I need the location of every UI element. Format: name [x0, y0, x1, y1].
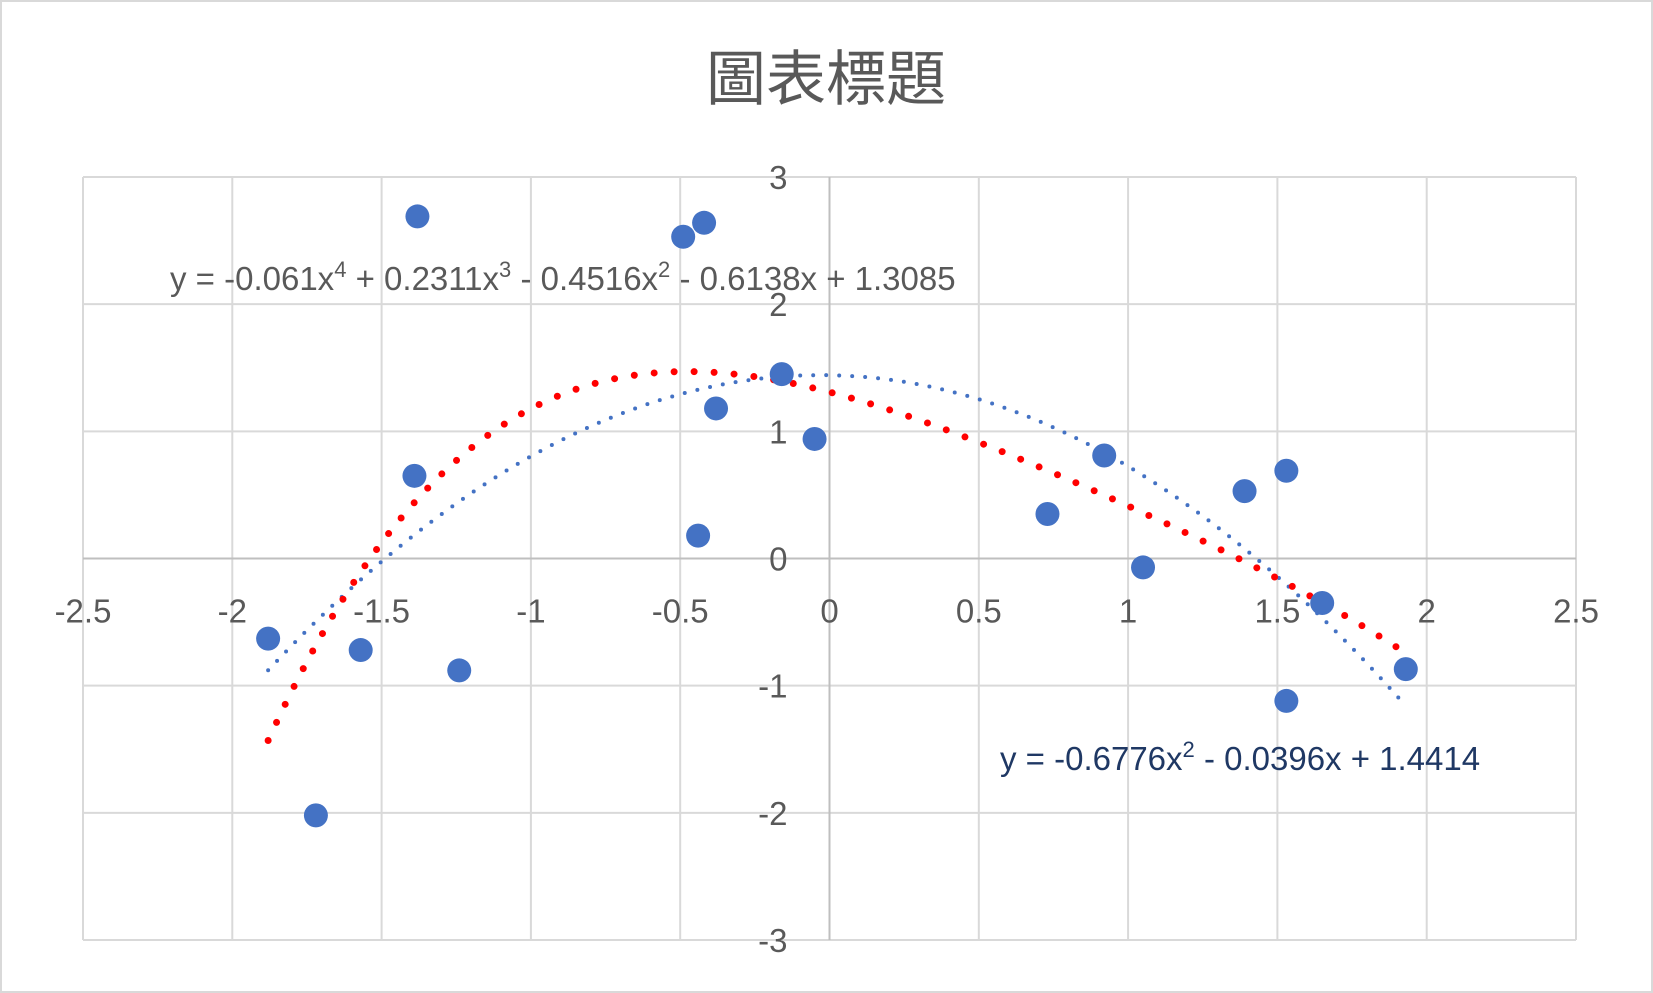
data-point [704, 396, 729, 421]
equation-poly4-lhs: y = [170, 260, 224, 297]
x-tick-label: -1 [516, 593, 545, 630]
data-point [769, 362, 794, 387]
data-point [1035, 501, 1060, 526]
data-point [1092, 443, 1117, 468]
data-point [1310, 591, 1335, 616]
equation-poly2-exp1: 2 [1183, 737, 1195, 762]
equation-poly4-exp3: 2 [658, 257, 670, 282]
data-point [1393, 657, 1418, 682]
equation-poly2-term2: - 0.0396x + 1.4414 [1195, 740, 1480, 777]
data-point [1232, 479, 1257, 504]
data-point [405, 204, 430, 229]
data-point [1131, 555, 1156, 580]
x-tick-label: -1.5 [353, 593, 410, 630]
data-point [1274, 688, 1299, 713]
x-tick-label: 2 [1418, 593, 1436, 630]
y-tick-label: 0 [769, 541, 787, 578]
equation-poly2: y = -0.6776x2 - 0.0396x + 1.4414 [1000, 737, 1480, 777]
data-point [303, 803, 328, 828]
data-points [256, 204, 1418, 828]
trendlines [264, 368, 1410, 745]
data-point [256, 626, 281, 651]
data-point [348, 638, 373, 663]
equation-poly2-term1: -0.6776x [1054, 740, 1183, 777]
y-tick-label: -1 [758, 668, 787, 705]
tick-labels: -2.5 -2 -1.5 -1 -0.5 0 0.5 1 1.5 2 2.5 -3 -2 -1 0 1 2 3 [55, 159, 1599, 959]
x-tick-label: 1.5 [1254, 593, 1300, 630]
data-point [686, 523, 711, 548]
equation-poly4: y = -0.061x4 + 0.2311x3 - 0.4516x2 - 0.6… [170, 257, 956, 297]
data-point [447, 658, 472, 683]
x-tick-label: 0.5 [956, 593, 1002, 630]
y-tick-label: 1 [769, 413, 787, 450]
equation-poly4-term3: - 0.4516x [511, 260, 658, 297]
x-tick-label: 1 [1119, 593, 1137, 630]
chart-title: 圖表標題 [706, 45, 946, 115]
y-tick-label: 2 [769, 286, 787, 323]
data-point [1274, 458, 1299, 483]
x-tick-label: -2 [218, 593, 247, 630]
axes [83, 177, 1576, 940]
equation-poly4-exp1: 4 [334, 257, 346, 282]
equation-poly4-term4: - 0.6138x + 1.3085 [670, 260, 955, 297]
data-point [802, 426, 827, 451]
data-point [692, 210, 717, 235]
x-tick-label: -0.5 [652, 593, 709, 630]
equation-poly4-term2: + 0.2311x [346, 260, 499, 297]
data-point [402, 463, 427, 488]
equation-poly4-term1: -0.061x [224, 260, 335, 297]
x-tick-label: 2.5 [1553, 593, 1599, 630]
y-tick-label: -3 [758, 922, 787, 959]
x-tick-label: -2.5 [55, 593, 112, 630]
equation-poly4-exp2: 3 [499, 257, 511, 282]
y-tick-label: 3 [769, 159, 787, 196]
equation-poly2-lhs: y = [1000, 740, 1054, 777]
data-point [671, 224, 696, 249]
y-tick-label: -2 [758, 795, 787, 832]
x-tick-label: 0 [820, 593, 838, 630]
trendline-polynomial-4 [264, 368, 1410, 745]
